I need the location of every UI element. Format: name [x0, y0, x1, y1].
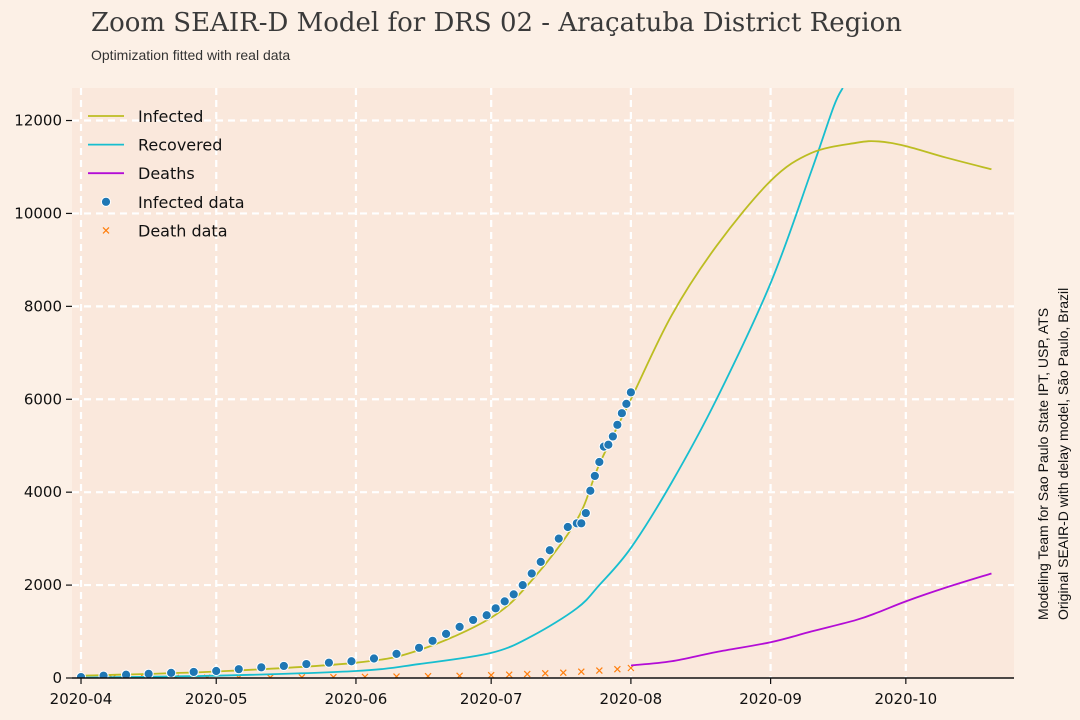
- infected-data-point: [508, 589, 519, 600]
- x-tick-label-6: 2020-10: [874, 690, 937, 708]
- infected-data-point: [553, 533, 564, 544]
- legend-item-death-data: Death data: [102, 221, 228, 240]
- grid-lines: [72, 88, 1014, 678]
- side-note: Modeling Team for Sao Paulo State IPT, U…: [1035, 288, 1071, 620]
- infected-data-point: [346, 656, 357, 667]
- legend-item-infected: Infected: [88, 107, 203, 126]
- infected-data-point: [616, 408, 627, 419]
- infected-data-point: [301, 658, 312, 670]
- legend-item-infected-data: Infected data: [100, 193, 245, 212]
- y-tick-label-4: 8000: [24, 297, 62, 315]
- y-tick-label-6: 12000: [14, 112, 62, 130]
- legend-item-deaths: Deaths: [88, 164, 195, 183]
- infected-data-point: [612, 419, 623, 430]
- infected-data-point: [166, 667, 177, 678]
- death-data-point: [613, 665, 621, 673]
- infected-data-point: [517, 579, 528, 591]
- legend-label-infected-data: Infected data: [138, 193, 245, 212]
- x-tick-label-0: 2020-04: [50, 690, 113, 708]
- death-data-point: [541, 669, 549, 677]
- infected-data-point: [120, 669, 132, 678]
- death-data-point: [361, 673, 369, 678]
- infected-data-point: [188, 666, 199, 678]
- infected-data-point: [585, 485, 596, 496]
- infected-data-point: [607, 431, 618, 442]
- infected-data-point: [278, 660, 289, 672]
- death-data-point: [424, 672, 432, 678]
- y-tick-label-5: 10000: [14, 204, 62, 222]
- series-group: [75, 88, 992, 678]
- infected-data-point: [625, 387, 636, 398]
- x-tick-label-4: 2020-08: [600, 690, 663, 708]
- x-tick-label-1: 2020-05: [185, 690, 248, 708]
- death-data-point: [393, 673, 400, 678]
- infected-data-point: [594, 456, 605, 468]
- infected-data-point: [621, 398, 632, 410]
- series-line-deaths: [630, 572, 992, 667]
- infected-data-point: [535, 556, 546, 567]
- infected-data-point: [143, 668, 154, 678]
- infected-data-point: [391, 648, 402, 659]
- infected-data-point: [427, 635, 438, 646]
- infected-data-point: [440, 628, 452, 639]
- y-tick-label-2: 4000: [24, 483, 62, 501]
- infected-data-point: [562, 521, 573, 533]
- legend-swatch-death-data: [102, 226, 110, 234]
- chart-title: Zoom SEAIR-D Model for DRS 02 - Araçatub…: [91, 8, 902, 38]
- y-tick-label-3: 6000: [24, 390, 62, 408]
- infected-data-point: [589, 470, 600, 482]
- infected-data-point: [323, 657, 335, 668]
- infected-data-point: [576, 518, 587, 529]
- infected-data-point: [481, 610, 492, 621]
- infected-data-point: [413, 642, 425, 653]
- infected-data-point: [368, 653, 380, 664]
- side-note-line-1: Modeling Team for Sao Paulo State IPT, U…: [1035, 308, 1051, 620]
- x-tick-label-3: 2020-07: [460, 690, 523, 708]
- death-data-point: [523, 670, 531, 678]
- infected-data-point: [499, 596, 510, 607]
- side-note-line-2: Original SEAIR-D with delay model, São P…: [1055, 288, 1071, 620]
- legend: Infected Recovered Deaths Infected data Deat…: [88, 107, 245, 240]
- death-data-point: [559, 669, 567, 677]
- infected-data-point: [526, 568, 537, 579]
- death-data-point: [595, 667, 603, 674]
- legend-item-recovered: Recovered: [88, 136, 222, 155]
- death-data-point: [487, 671, 495, 678]
- infected-data-point: [544, 545, 555, 556]
- x-tick-label-2: 2020-06: [325, 690, 388, 708]
- death-data-point: [329, 673, 337, 678]
- death-data-point: [577, 668, 585, 676]
- legend-label-recovered: Recovered: [138, 136, 222, 155]
- y-tick-label-1: 2000: [24, 576, 62, 594]
- infected-data-point: [603, 439, 614, 450]
- infected-data-point: [256, 662, 267, 673]
- legend-label-deaths: Deaths: [138, 164, 195, 183]
- infected-data-point: [468, 614, 479, 626]
- infected-data-point: [490, 603, 501, 614]
- infected-data-point: [211, 665, 222, 677]
- legend-label-death-data: Death data: [138, 221, 228, 240]
- infected-data-point: [233, 664, 244, 675]
- infected-data-point: [454, 621, 465, 632]
- y-tick-label-0: 0: [52, 669, 62, 687]
- chart-subtitle: Optimization fitted with real data: [91, 47, 290, 63]
- x-tick-label-5: 2020-09: [739, 690, 802, 708]
- plot-area: [72, 88, 1014, 678]
- infected-data-point: [98, 670, 109, 678]
- series-layer: [75, 88, 992, 678]
- infected-data-point: [75, 671, 87, 678]
- legend-swatch-infected-data: [100, 196, 112, 207]
- death-data-point: [505, 671, 513, 678]
- axis-layer: 2020-04 2020-05 2020-06 2020-07 2020-08 2020-…: [14, 112, 1014, 708]
- series-line-recovered: [81, 88, 844, 678]
- legend-label-infected: Infected: [138, 107, 203, 126]
- infected-data-point: [580, 507, 591, 519]
